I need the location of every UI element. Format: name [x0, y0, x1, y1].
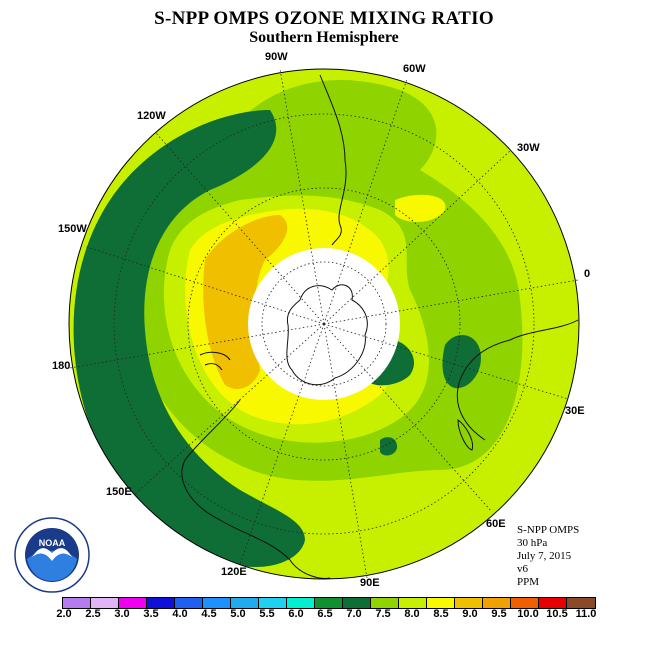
- new-zealand: [199, 351, 231, 371]
- colorbar-swatch: [175, 598, 203, 608]
- colorbar-swatch: [511, 598, 539, 608]
- colorbar-tick-label: 10.0: [517, 608, 539, 620]
- svg-text:NOAA: NOAA: [39, 538, 66, 548]
- colorbar-swatch: [147, 598, 175, 608]
- colorbar-tick-label: 7.0: [346, 608, 362, 620]
- colorbar-tick-label: 9.5: [491, 608, 507, 620]
- colorbar-swatch: [287, 598, 315, 608]
- contour-7.0-east-1: [442, 334, 481, 389]
- colorbar-tick-label: 8.5: [433, 608, 449, 620]
- colorbar-tick-label: 11.0: [575, 608, 597, 620]
- lon-label-180: 180: [52, 360, 71, 372]
- lon-label-60e: 60E: [486, 518, 506, 530]
- colorbar-swatch: [399, 598, 427, 608]
- info-units: PPM: [517, 576, 540, 588]
- lon-label-90e: 90E: [360, 577, 380, 589]
- colorbar-tick-label: 5.5: [259, 608, 275, 620]
- map-title: S-NPP OMPS OZONE MIXING RATIO: [154, 8, 494, 29]
- colorbar-tick-label: 10.5: [546, 608, 568, 620]
- map-border: [68, 68, 580, 580]
- australia-coast: [181, 399, 331, 579]
- lon-label-90w: 90W: [265, 51, 288, 63]
- ozone-field: [69, 69, 579, 579]
- lon-label-30e: 30E: [565, 405, 585, 417]
- madagascar: [457, 419, 474, 451]
- info-instrument: S-NPP OMPS: [517, 524, 580, 536]
- colorbar-tick-label: 8.0: [404, 608, 420, 620]
- colorbar-swatch: [483, 598, 511, 608]
- colorbar-tick-label: 7.5: [375, 608, 391, 620]
- contour-8.5-small: [395, 194, 446, 222]
- africa-coast: [456, 319, 579, 441]
- colorbar-swatch: [539, 598, 567, 608]
- lon-label-60w: 60W: [403, 63, 426, 75]
- colorbar-tick-label: 2.5: [85, 608, 101, 620]
- contour-7.0-east-3: [380, 437, 398, 456]
- map-subtitle: Southern Hemisphere: [249, 29, 399, 46]
- lon-label-150w: 150W: [58, 223, 87, 235]
- contour-7.0-west: [73, 110, 305, 568]
- colorbar-swatch: [259, 598, 287, 608]
- colorbar-tick-label: 3.0: [114, 608, 130, 620]
- colorbar-tick-label: 4.5: [201, 608, 217, 620]
- colorbar-swatch: [315, 598, 343, 608]
- colorbar-swatch: [63, 598, 91, 608]
- colorbar-swatch: [371, 598, 399, 608]
- colorbar-swatch: [343, 598, 371, 608]
- colorbar-swatch: [455, 598, 483, 608]
- lon-label-30w: 30W: [517, 142, 540, 154]
- info-level: 30 hPa: [517, 537, 548, 549]
- info-version: v6: [517, 563, 528, 575]
- colorbar-tick-label: 9.0: [462, 608, 478, 620]
- south-america-coast: [319, 74, 347, 246]
- noaa-logo: NOAA: [14, 517, 90, 593]
- colorbar-tick-label: 6.0: [288, 608, 304, 620]
- antarctica-coast: [286, 284, 368, 386]
- colorbar-tick-label: 6.5: [317, 608, 333, 620]
- lon-label-150e: 150E: [106, 486, 132, 498]
- colorbar-swatch: [567, 598, 595, 608]
- colorbar-tick-label: 4.0: [172, 608, 188, 620]
- lon-label-120e: 120E: [221, 566, 247, 578]
- colorbar-tick-label: 5.0: [230, 608, 246, 620]
- colorbar-ticks: 2.0 2.5 3.0 3.5 4.0 4.5 5.0 5.5 6.0 6.5 7.0 7.5 8.0 8…: [50, 608, 610, 622]
- info-block: S-NPP OMPS 30 hPa July 7, 2015 v6 PPM: [517, 524, 579, 589]
- colorbar-swatch: [203, 598, 231, 608]
- colorbar-swatch: [427, 598, 455, 608]
- contour-9.0: [203, 215, 288, 390]
- colorbar-swatch: [91, 598, 119, 608]
- lon-label-120w: 120W: [137, 110, 166, 122]
- colorbar-tick-label: 3.5: [143, 608, 159, 620]
- colorbar-swatch: [231, 598, 259, 608]
- colorbar: [62, 597, 596, 609]
- info-date: July 7, 2015: [517, 550, 572, 562]
- coastlines: [181, 74, 579, 579]
- lon-label-0: 0: [584, 268, 591, 280]
- colorbar-swatch: [119, 598, 147, 608]
- colorbar-tick-label: 2.0: [56, 608, 72, 620]
- graticule: [69, 68, 579, 579]
